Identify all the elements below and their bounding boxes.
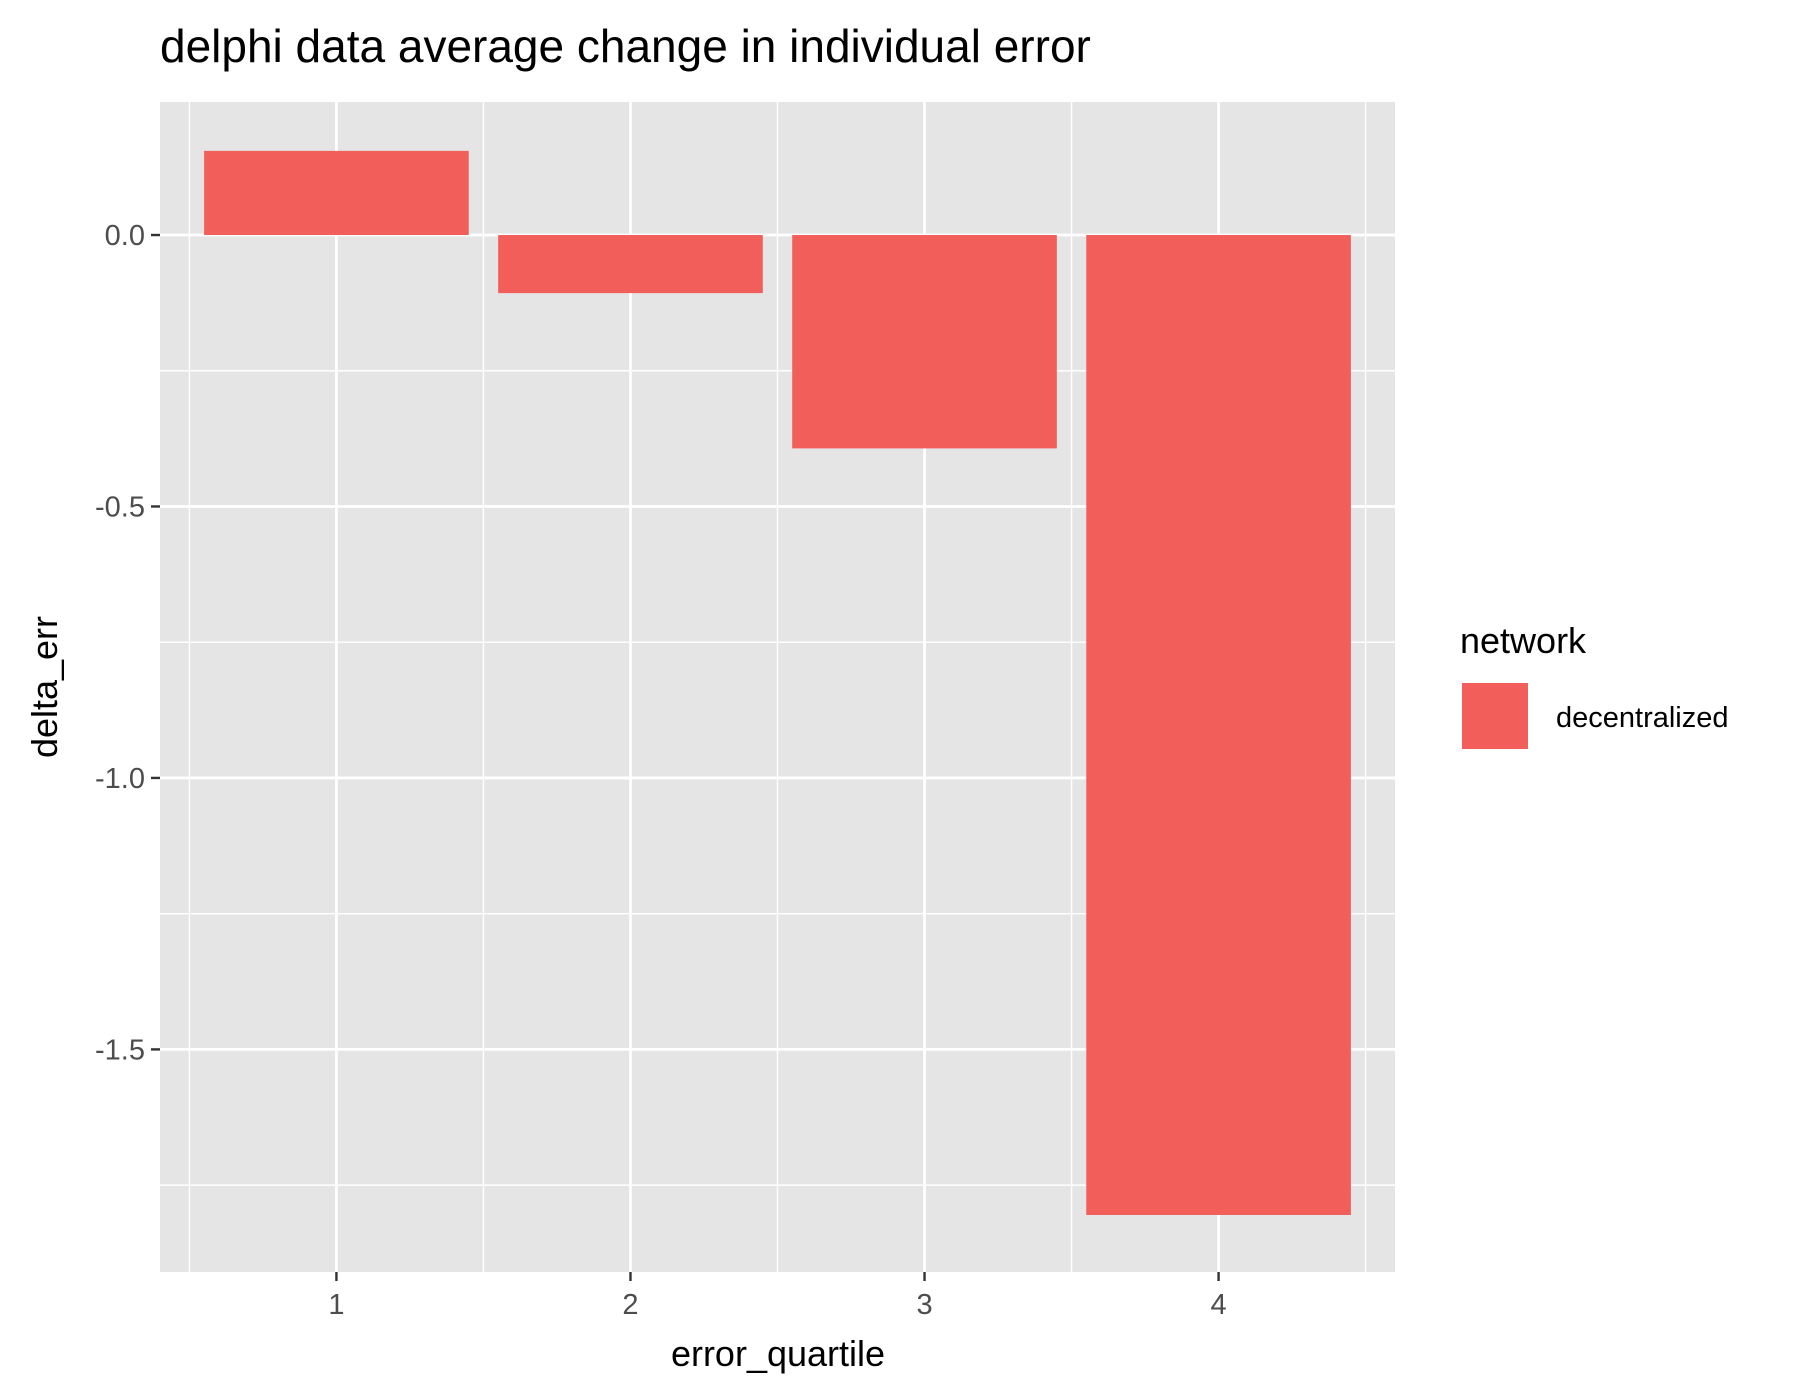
bar-quartile-1 <box>204 150 469 236</box>
y-tick-label: -1.5 <box>95 1034 145 1066</box>
bar-quartile-4 <box>1086 235 1351 1215</box>
y-tick-label: -0.5 <box>95 491 145 523</box>
x-tick-label: 1 <box>328 1289 344 1321</box>
y-tick-label: -1.0 <box>95 763 145 795</box>
x-axis-title: error_quartile <box>671 1333 885 1374</box>
bars <box>204 150 1351 1215</box>
legend-key-decentralized <box>1462 683 1528 749</box>
y-axis-title: delta_err <box>24 616 65 758</box>
axes: 0.0 -0.5 -1.0 -1.5 1 2 3 4 <box>95 220 1227 1321</box>
x-tick-label: 2 <box>622 1289 638 1321</box>
x-tick-label: 3 <box>916 1289 932 1321</box>
legend-label-decentralized: decentralized <box>1556 702 1729 734</box>
bar-quartile-2 <box>498 235 763 294</box>
legend: network decentralized <box>1460 620 1729 749</box>
x-tick-label: 4 <box>1211 1289 1227 1321</box>
chart-title: delphi data average change in individual… <box>160 20 1091 72</box>
bar-quartile-3 <box>792 235 1057 449</box>
legend-title: network <box>1460 620 1587 661</box>
y-tick-label: 0.0 <box>105 220 145 252</box>
